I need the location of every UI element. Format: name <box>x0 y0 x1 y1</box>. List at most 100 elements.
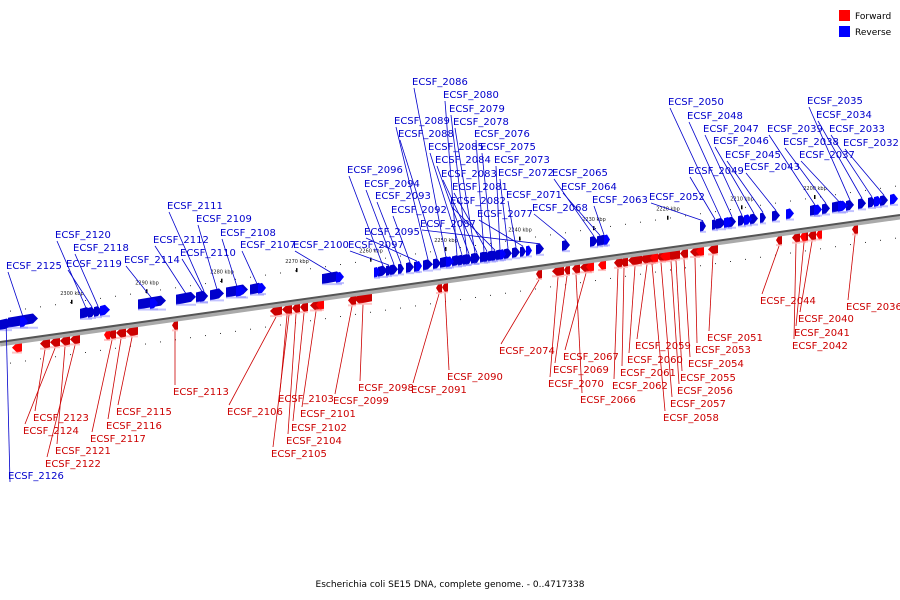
reverse-gene-arrow[interactable] <box>474 252 480 264</box>
reverse-gene-arrow[interactable] <box>700 220 706 232</box>
gene-label[interactable]: ECSF_2096 <box>347 165 403 176</box>
forward-gene-arrow[interactable] <box>660 249 670 262</box>
reverse-gene-arrow[interactable] <box>390 264 398 276</box>
gene-label[interactable]: ECSF_2065 <box>552 168 608 179</box>
forward-gene-arrow[interactable] <box>12 341 22 353</box>
reverse-gene-arrow[interactable] <box>858 198 866 210</box>
reverse-gene-arrow[interactable] <box>744 214 752 226</box>
reverse-gene-arrow[interactable] <box>466 253 472 265</box>
forward-gene-arrow[interactable] <box>292 302 300 314</box>
forward-gene-arrow[interactable] <box>316 298 324 310</box>
reverse-gene-arrow[interactable] <box>423 259 433 271</box>
forward-gene-arrow[interactable] <box>536 268 542 279</box>
gene-label[interactable]: ECSF_2108 <box>220 228 276 239</box>
gene-label[interactable]: ECSF_2078 <box>453 117 509 128</box>
forward-gene-arrow[interactable] <box>852 223 858 235</box>
gene-label[interactable]: ECSF_2119 <box>66 259 122 270</box>
gene-label[interactable]: ECSF_2059 <box>635 341 691 352</box>
reverse-gene-arrow[interactable] <box>822 203 830 215</box>
gene-label[interactable]: ECSF_2038 <box>783 137 839 148</box>
forward-gene-arrow[interactable] <box>572 262 580 274</box>
gene-label[interactable]: ECSF_2081 <box>452 182 508 193</box>
gene-label[interactable]: ECSF_2053 <box>695 345 751 356</box>
forward-gene-arrow[interactable] <box>598 258 606 271</box>
gene-label[interactable]: ECSF_2125 <box>6 261 62 272</box>
reverse-gene-arrow[interactable] <box>378 265 388 277</box>
gene-label[interactable]: ECSF_2043 <box>744 162 800 173</box>
gene-label[interactable]: ECSF_2057 <box>670 399 726 410</box>
gene-label[interactable]: ECSF_2111 <box>167 201 223 212</box>
gene-label[interactable]: ECSF_2034 <box>816 110 872 121</box>
gene-label[interactable]: ECSF_2056 <box>677 386 733 397</box>
gene-label[interactable]: ECSF_2048 <box>687 111 743 122</box>
gene-label[interactable]: ECSF_2051 <box>707 333 763 344</box>
gene-label[interactable]: ECSF_2098 <box>358 383 414 394</box>
gene-label[interactable]: ECSF_2068 <box>532 203 588 214</box>
gene-label[interactable]: ECSF_2037 <box>799 150 855 161</box>
forward-gene-arrow[interactable] <box>300 300 308 313</box>
gene-label[interactable]: ECSF_2101 <box>300 409 356 420</box>
gene-label[interactable]: ECSF_2063 <box>592 195 648 206</box>
gene-label[interactable]: ECSF_2052 <box>649 192 705 203</box>
reverse-gene-arrow[interactable] <box>526 245 532 257</box>
gene-label[interactable]: ECSF_2084 <box>435 155 491 166</box>
reverse-gene-arrow[interactable] <box>406 262 414 274</box>
gene-label[interactable]: ECSF_2061 <box>620 368 676 379</box>
forward-gene-arrow[interactable] <box>442 281 448 293</box>
gene-label[interactable]: ECSF_2095 <box>364 227 420 238</box>
reverse-gene-arrow[interactable] <box>520 246 526 258</box>
reverse-gene-arrow[interactable] <box>258 282 266 295</box>
gene-label[interactable]: ECSF_2117 <box>90 434 146 445</box>
gene-label[interactable]: ECSF_2080 <box>443 90 499 101</box>
forward-gene-arrow[interactable] <box>104 329 110 340</box>
forward-gene-arrow[interactable] <box>792 231 800 243</box>
gene-label[interactable]: ECSF_2070 <box>548 379 604 390</box>
forward-gene-arrow[interactable] <box>680 247 688 259</box>
gene-label[interactable]: ECSF_2123 <box>33 413 89 424</box>
gene-label[interactable]: ECSF_2104 <box>286 436 342 447</box>
reverse-gene-arrow[interactable] <box>890 193 898 205</box>
forward-gene-arrow[interactable] <box>126 324 138 337</box>
gene-label[interactable]: ECSF_2033 <box>829 124 885 135</box>
reverse-gene-arrow[interactable] <box>724 217 732 229</box>
reverse-gene-arrow[interactable] <box>176 291 196 305</box>
gene-label[interactable]: ECSF_2105 <box>271 449 327 460</box>
reverse-gene-arrow[interactable] <box>500 249 506 261</box>
gene-label[interactable]: ECSF_2039 <box>767 124 823 135</box>
gene-label[interactable]: ECSF_2032 <box>843 138 899 149</box>
reverse-gene-arrow[interactable] <box>786 208 794 220</box>
reverse-gene-arrow[interactable] <box>398 263 404 275</box>
forward-gene-arrow[interactable] <box>708 242 718 255</box>
reverse-gene-arrow[interactable] <box>712 219 718 231</box>
forward-gene-arrow[interactable] <box>436 282 442 294</box>
reverse-gene-arrow[interactable] <box>492 250 498 262</box>
gene-label[interactable]: ECSF_2062 <box>612 381 668 392</box>
gene-label[interactable]: ECSF_2047 <box>703 124 759 135</box>
forward-gene-arrow[interactable] <box>40 337 50 349</box>
gene-label[interactable]: ECSF_2118 <box>73 243 129 254</box>
forward-gene-arrow[interactable] <box>696 245 704 257</box>
forward-gene-arrow[interactable] <box>116 326 126 338</box>
reverse-gene-arrow[interactable] <box>838 200 848 213</box>
gene-label[interactable]: ECSF_2106 <box>227 407 283 418</box>
reverse-gene-arrow[interactable] <box>336 271 344 284</box>
gene-label[interactable]: ECSF_2120 <box>55 230 111 241</box>
gene-label[interactable]: ECSF_2073 <box>494 155 550 166</box>
forward-gene-arrow[interactable] <box>270 304 282 317</box>
reverse-gene-arrow[interactable] <box>196 290 208 303</box>
reverse-gene-arrow[interactable] <box>446 256 454 268</box>
gene-label[interactable]: ECSF_2124 <box>23 426 79 437</box>
reverse-gene-arrow[interactable] <box>458 254 466 266</box>
gene-label[interactable]: ECSF_2076 <box>474 129 530 140</box>
gene-label[interactable]: ECSF_2121 <box>55 446 111 457</box>
gene-label[interactable]: ECSF_2058 <box>663 413 719 424</box>
gene-label[interactable]: ECSF_2102 <box>291 423 347 434</box>
gene-label[interactable]: ECSF_2112 <box>153 235 209 246</box>
gene-label[interactable]: ECSF_2060 <box>627 355 683 366</box>
reverse-gene-arrow[interactable] <box>536 243 544 255</box>
gene-label[interactable]: ECSF_2071 <box>506 190 562 201</box>
gene-label[interactable]: ECSF_2107 <box>240 240 296 251</box>
forward-gene-arrow[interactable] <box>70 333 80 345</box>
gene-label[interactable]: ECSF_2100 <box>293 240 349 251</box>
reverse-gene-arrow[interactable] <box>874 195 882 208</box>
